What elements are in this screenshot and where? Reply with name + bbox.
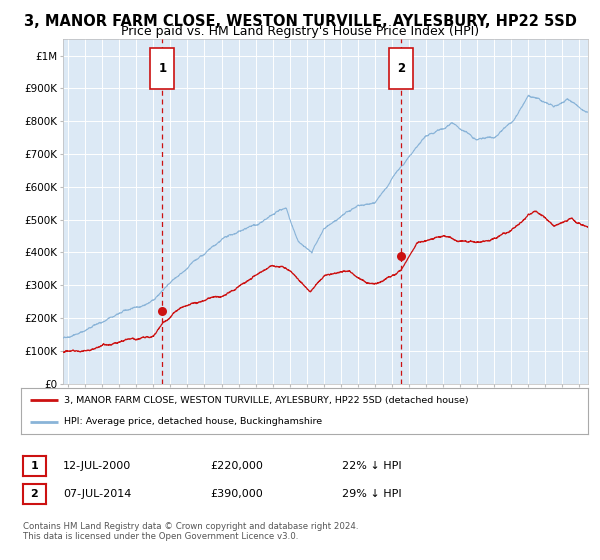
Text: 29% ↓ HPI: 29% ↓ HPI <box>342 489 401 499</box>
Text: £220,000: £220,000 <box>210 461 263 471</box>
Text: 2: 2 <box>31 489 38 499</box>
Text: 22% ↓ HPI: 22% ↓ HPI <box>342 461 401 471</box>
Text: Price paid vs. HM Land Registry's House Price Index (HPI): Price paid vs. HM Land Registry's House … <box>121 25 479 38</box>
Text: £390,000: £390,000 <box>210 489 263 499</box>
FancyBboxPatch shape <box>150 48 175 89</box>
Text: 3, MANOR FARM CLOSE, WESTON TURVILLE, AYLESBURY, HP22 5SD (detached house): 3, MANOR FARM CLOSE, WESTON TURVILLE, AY… <box>64 396 468 405</box>
Text: 2: 2 <box>397 62 405 75</box>
Text: 12-JUL-2000: 12-JUL-2000 <box>63 461 131 471</box>
Text: 1: 1 <box>158 62 166 75</box>
Text: HPI: Average price, detached house, Buckinghamshire: HPI: Average price, detached house, Buck… <box>64 417 322 426</box>
Text: 07-JUL-2014: 07-JUL-2014 <box>63 489 131 499</box>
FancyBboxPatch shape <box>389 48 413 89</box>
Text: Contains HM Land Registry data © Crown copyright and database right 2024.
This d: Contains HM Land Registry data © Crown c… <box>23 522 358 542</box>
Text: 1: 1 <box>31 461 38 471</box>
Text: 3, MANOR FARM CLOSE, WESTON TURVILLE, AYLESBURY, HP22 5SD: 3, MANOR FARM CLOSE, WESTON TURVILLE, AY… <box>23 14 577 29</box>
